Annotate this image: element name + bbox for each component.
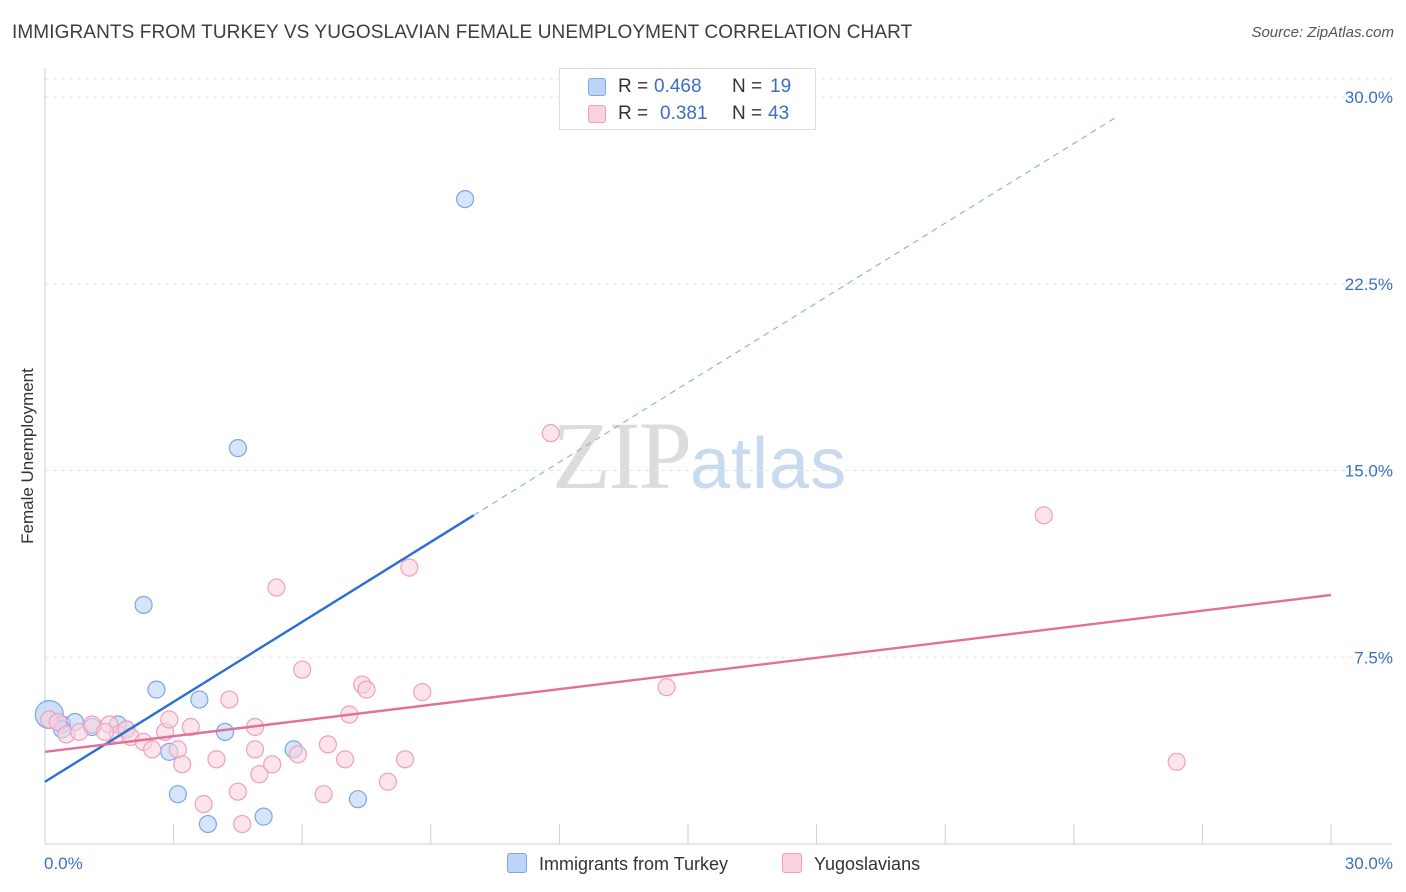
yugoslavians-point-28 xyxy=(318,735,338,754)
yugoslavians-point-21 xyxy=(245,740,265,759)
turkey-swatch-icon xyxy=(588,78,606,96)
yugoslavians-point-40 xyxy=(1167,752,1186,771)
yugoslavians-point-10 xyxy=(143,740,162,759)
yugoslavians-point-24 xyxy=(267,578,286,597)
y-tick-label-3: 30.0% xyxy=(1345,88,1393,107)
x-tick-label-min: 0.0% xyxy=(44,854,83,873)
turkey-point-9 xyxy=(168,785,187,804)
y-tick-label-2: 22.5% xyxy=(1345,275,1393,294)
chart-title: IMMIGRANTS FROM TURKEY VS YUGOSLAVIAN FE… xyxy=(12,22,913,43)
yugoslavians-point-41 xyxy=(95,722,115,742)
legend-turkey-swatch-icon xyxy=(507,853,527,873)
yugoslavians-point-18 xyxy=(220,690,239,709)
source-label: Source: ZipAtlas.com xyxy=(1251,24,1394,41)
turkey-r-value: 0.468 xyxy=(654,76,702,97)
yugoslavians-r-label: R = xyxy=(618,103,649,124)
yugoslavians-n-value: 43 xyxy=(768,103,790,124)
turkey-point-13 xyxy=(228,438,247,458)
yugoslavians-point-22 xyxy=(250,765,269,784)
yugoslavians-point-27 xyxy=(314,785,333,804)
turkey-point-17 xyxy=(455,189,475,209)
yugoslavians-point-33 xyxy=(378,772,398,791)
yugoslavians-point-39 xyxy=(1034,506,1053,525)
yugoslavians-point-26 xyxy=(293,660,312,679)
turkey-point-6 xyxy=(134,595,153,615)
yugoslavians-point-36 xyxy=(413,683,432,702)
yugoslavians-point-34 xyxy=(395,750,415,769)
turkey-trend-line xyxy=(44,514,475,783)
yugoslavians-point-17 xyxy=(207,750,226,769)
turkey-r-label: R = xyxy=(618,76,649,97)
yugoslavians-point-29 xyxy=(335,750,355,769)
yugoslavians-point-12 xyxy=(160,710,179,729)
yugoslavians-point-25 xyxy=(288,745,308,764)
turkey-point-7 xyxy=(147,680,166,699)
yugoslavians-point-38 xyxy=(657,678,676,697)
legend-yugoslavians-swatch-icon xyxy=(782,853,802,873)
turkey-point-16 xyxy=(348,790,368,809)
y-tick-label-0: 7.5% xyxy=(1354,648,1393,667)
yugoslavians-point-35 xyxy=(400,558,419,577)
turkey-n-label: N = xyxy=(732,76,763,97)
x-tick-label-max: 30.0% xyxy=(1345,854,1393,873)
yugoslavians-point-37 xyxy=(541,424,560,443)
turkey-trend-extension xyxy=(473,116,1117,516)
turkey-point-11 xyxy=(198,814,217,834)
yugoslavians-point-1 xyxy=(48,712,67,732)
yugoslavians-point-16 xyxy=(194,795,213,814)
yugoslavians-point-23 xyxy=(263,755,282,774)
turkey-point-10 xyxy=(190,690,209,709)
yugoslavians-point-14 xyxy=(173,755,192,774)
yugoslavians-swatch-icon xyxy=(588,105,606,123)
y-axis-label: Female Unemployment xyxy=(18,368,37,544)
y-tick-label-1: 15.0% xyxy=(1345,462,1393,481)
yugoslavians-point-20 xyxy=(233,814,252,834)
turkey-point-14 xyxy=(254,807,273,826)
yugoslavians-trend-line xyxy=(44,593,1332,754)
turkey-n-value: 19 xyxy=(770,76,792,97)
yugoslavians-point-13 xyxy=(168,740,187,759)
yugoslavians-r-value: 0.381 xyxy=(660,103,708,124)
stats-legend: R = 0.468 N = 19 R = 0.381 N = 43 xyxy=(559,68,816,130)
yugoslavians-point-32 xyxy=(357,680,376,699)
turkey-point-12 xyxy=(215,722,235,742)
yugoslavians-n-label: N = xyxy=(732,103,763,124)
legend-yugoslavians-label: Yugoslavians xyxy=(814,854,921,874)
legend-turkey-label: Immigrants from Turkey xyxy=(539,854,729,874)
yugoslavians-point-19 xyxy=(228,782,247,801)
yugoslavians-point-15 xyxy=(181,717,200,737)
